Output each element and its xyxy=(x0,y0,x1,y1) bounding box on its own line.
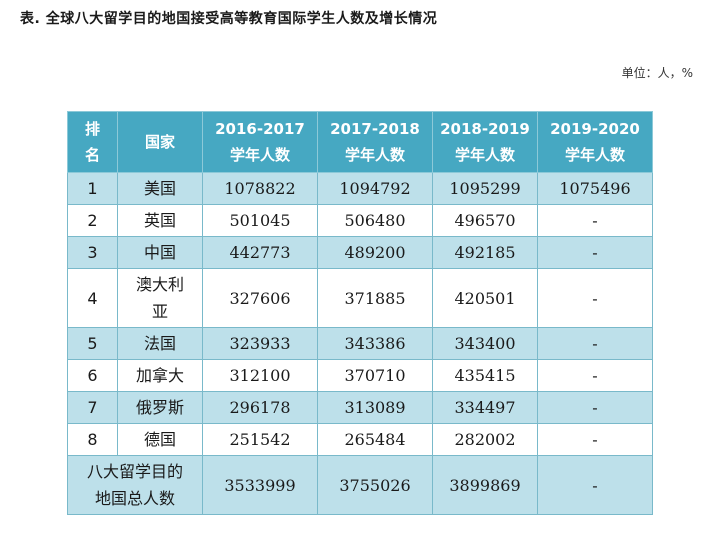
value-cell: 370710 xyxy=(317,359,433,392)
value-cell: - xyxy=(537,268,653,328)
header-row: 排名 国家 2016-2017学年人数 2017-2018学年人数 2018-2… xyxy=(67,111,653,173)
table-row: 5 法国 323933 343386 343400- xyxy=(67,327,653,360)
value-cell: 265484 xyxy=(317,423,433,456)
value-cell: - xyxy=(537,359,653,392)
value-cell: 1095299 xyxy=(432,172,538,205)
total-value-cell: 3899869 xyxy=(432,455,538,515)
table-row: 4 澳大利亚 327606 371885 420501- xyxy=(67,268,653,328)
value-cell: - xyxy=(537,327,653,360)
value-cell: 371885 xyxy=(317,268,433,328)
unit-note: 单位：人，% xyxy=(621,66,693,80)
table-row: 2 英国 501045 506480 496570- xyxy=(67,204,653,237)
rank-cell: 2 xyxy=(67,204,118,237)
value-cell: 420501 xyxy=(432,268,538,328)
value-cell: 313089 xyxy=(317,391,433,424)
value-cell: - xyxy=(537,204,653,237)
table-row: 1 美国 1078822 1094792 1095299 1075496 xyxy=(67,172,653,205)
value-cell: 496570 xyxy=(432,204,538,237)
header-country: 国家 xyxy=(117,111,203,173)
value-cell: - xyxy=(537,423,653,456)
table-row: 6 加拿大 312100 370710 435415- xyxy=(67,359,653,392)
header-2017: 2017-2018学年人数 xyxy=(317,111,433,173)
value-cell: 501045 xyxy=(202,204,318,237)
value-cell: - xyxy=(537,236,653,269)
header-2018: 2018-2019学年人数 xyxy=(432,111,538,173)
value-cell: 312100 xyxy=(202,359,318,392)
value-cell: 323933 xyxy=(202,327,318,360)
rank-cell: 6 xyxy=(67,359,118,392)
value-cell: 343400 xyxy=(432,327,538,360)
total-row: 八大留学目的地国总人数 3533999 3755026 3899869- xyxy=(67,455,653,515)
table-row: 3 中国 442773 489200 492185- xyxy=(67,236,653,269)
rank-cell: 7 xyxy=(67,391,118,424)
value-cell: 327606 xyxy=(202,268,318,328)
value-cell: 334497 xyxy=(432,391,538,424)
rank-cell: 4 xyxy=(67,268,118,328)
total-label: 八大留学目的地国总人数 xyxy=(67,455,203,515)
value-cell: 282002 xyxy=(432,423,538,456)
value-cell: 442773 xyxy=(202,236,318,269)
value-cell: 435415 xyxy=(432,359,538,392)
value-cell: 1094792 xyxy=(317,172,433,205)
table-body: 1 美国 1078822 1094792 1095299 1075496 2 英国 501045… xyxy=(67,172,653,515)
value-cell: 1075496 xyxy=(537,172,653,205)
country-cell: 俄罗斯 xyxy=(117,391,203,424)
country-cell: 澳大利亚 xyxy=(117,268,203,328)
rank-cell: 3 xyxy=(67,236,118,269)
header-2019: 2019-2020学年人数 xyxy=(537,111,653,173)
value-cell: - xyxy=(537,391,653,424)
value-cell: 489200 xyxy=(317,236,433,269)
country-cell: 美国 xyxy=(117,172,203,205)
total-value-cell: 3533999 xyxy=(202,455,318,515)
rank-cell: 1 xyxy=(67,172,118,205)
country-cell: 德国 xyxy=(117,423,203,456)
table-row: 8 德国 251542 265484 282002- xyxy=(67,423,653,456)
country-cell: 英国 xyxy=(117,204,203,237)
header-rank: 排名 xyxy=(67,111,118,173)
total-value-cell: - xyxy=(537,455,653,515)
rank-cell: 5 xyxy=(67,327,118,360)
value-cell: 492185 xyxy=(432,236,538,269)
value-cell: 343386 xyxy=(317,327,433,360)
header-2016: 2016-2017学年人数 xyxy=(202,111,318,173)
total-value-cell: 3755026 xyxy=(317,455,433,515)
country-cell: 加拿大 xyxy=(117,359,203,392)
table-caption: 表. 全球八大留学目的地国接受高等教育国际学生人数及增长情况 xyxy=(20,11,438,27)
country-cell: 中国 xyxy=(117,236,203,269)
value-cell: 1078822 xyxy=(202,172,318,205)
country-cell: 法国 xyxy=(117,327,203,360)
value-cell: 296178 xyxy=(202,391,318,424)
rank-cell: 8 xyxy=(67,423,118,456)
table-row: 7 俄罗斯 296178 313089 334497- xyxy=(67,391,653,424)
value-cell: 251542 xyxy=(202,423,318,456)
students-table: 排名 国家 2016-2017学年人数 2017-2018学年人数 2018-2… xyxy=(67,111,653,515)
value-cell: 506480 xyxy=(317,204,433,237)
